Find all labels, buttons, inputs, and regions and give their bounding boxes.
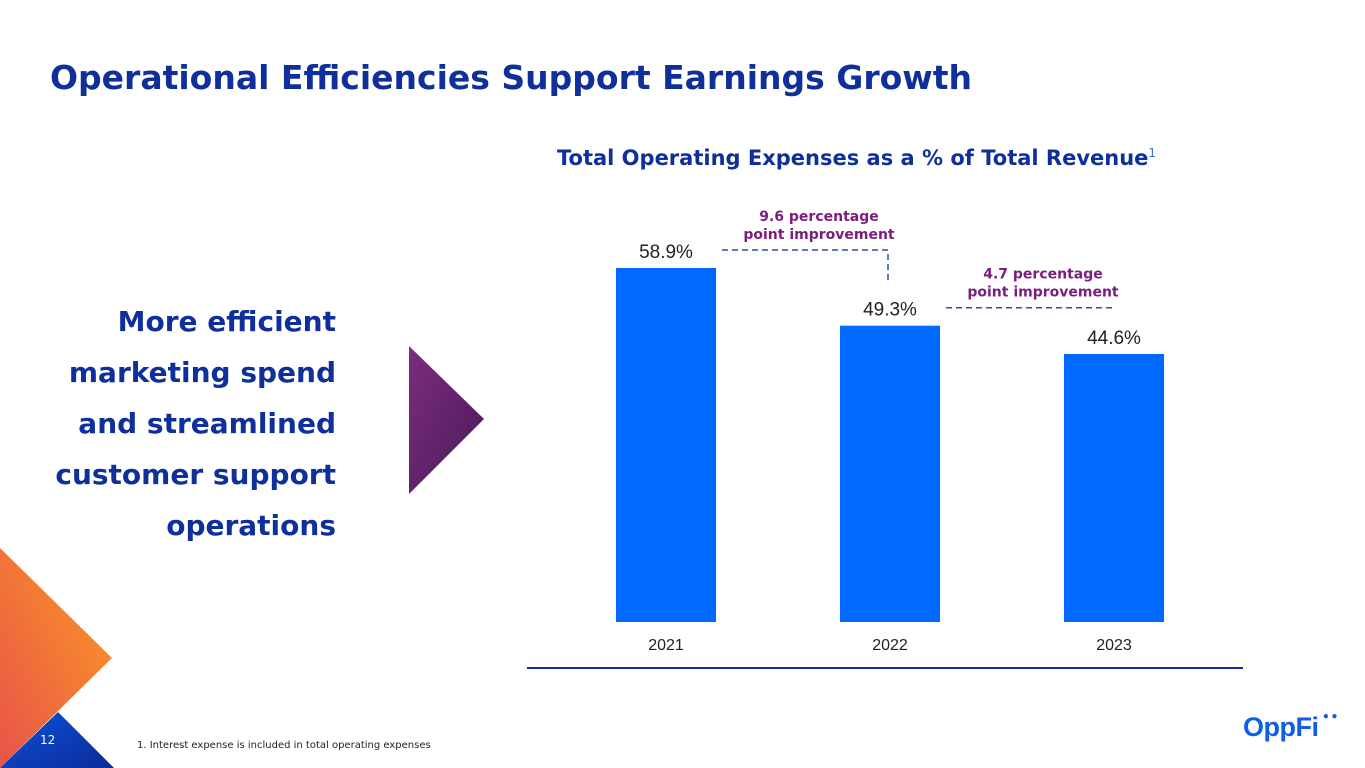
callout-line: customer support — [55, 458, 336, 491]
chevron-right-icon — [409, 346, 484, 494]
data-label: 44.6% — [1087, 328, 1141, 349]
footnote: 1. Interest expense is included in total… — [137, 740, 431, 751]
page-title: Operational Efficiencies Support Earning… — [50, 58, 973, 97]
x-tick-label: 2021 — [648, 637, 684, 654]
callout-line: More efficient — [117, 305, 336, 338]
improvement-label: point improvement — [967, 285, 1119, 301]
x-tick-label: 2023 — [1096, 637, 1132, 654]
page-number: 12 — [40, 733, 56, 747]
chart-title: Total Operating Expenses as a % of Total… — [557, 146, 1157, 170]
orange-triangle — [0, 548, 112, 768]
data-label: 49.3% — [863, 300, 917, 321]
oppfi-logo: OppFi — [1243, 712, 1319, 742]
logo-mark: •• — [1322, 710, 1340, 724]
footnote-marker: 1 — [1148, 146, 1157, 160]
callout-line: and streamlined — [78, 407, 336, 440]
callout-line: marketing spend — [68, 356, 336, 389]
data-label: 58.9% — [639, 242, 693, 263]
bar-2022 — [840, 325, 940, 622]
improvement-connector — [722, 249, 889, 282]
x-tick-label: 2022 — [872, 637, 908, 654]
bar-2023 — [1064, 353, 1164, 622]
callout-line: operations — [166, 509, 336, 542]
improvement-label: 4.7 percentage — [983, 267, 1103, 283]
improvement-connector — [946, 306, 1113, 310]
left-callout: More efficient marketing spend and strea… — [40, 296, 336, 551]
improvement-label: point improvement — [743, 227, 895, 243]
blue-triangle — [0, 712, 114, 768]
bar-2021 — [616, 268, 716, 622]
improvement-label: 9.6 percentage — [759, 209, 879, 225]
